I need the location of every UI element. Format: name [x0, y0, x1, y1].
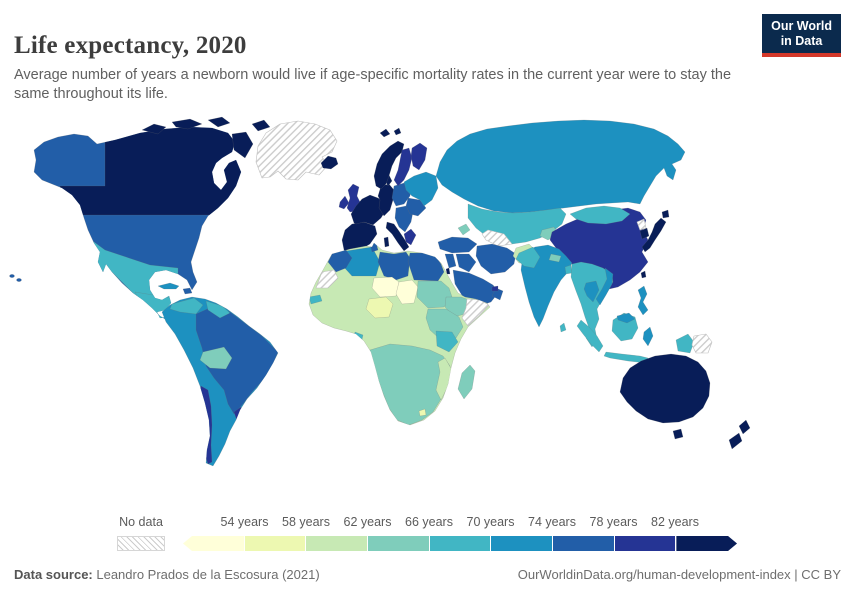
map-region-nepal[interactable] [548, 253, 562, 263]
map-region-japan[interactable] [641, 217, 667, 253]
map-region-nigeria[interactable] [365, 296, 394, 319]
map-region-sweden[interactable] [393, 147, 413, 187]
world-map [0, 105, 850, 505]
legend-segment[interactable] [491, 536, 554, 551]
map-region-ukraine[interactable] [403, 171, 439, 207]
map-region-madagascar[interactable] [457, 364, 476, 400]
map-region-bolivia[interactable] [199, 346, 233, 370]
map-region-papua-new-guinea[interactable] [691, 333, 713, 354]
map-region-libya[interactable] [377, 251, 411, 281]
map-region-tanzania[interactable] [435, 330, 459, 353]
map-region-niger[interactable] [371, 276, 400, 298]
legend-no-data-swatch[interactable] [117, 536, 165, 551]
map-region-philippines[interactable] [637, 285, 649, 316]
map-region-levant[interactable] [444, 253, 457, 269]
map-region-finland[interactable] [410, 142, 428, 171]
legend-no-data-label: No data [119, 515, 163, 529]
map-legend: No data 54 years 58 years 62 years 66 years… [0, 510, 850, 558]
map-region-egypt[interactable] [407, 252, 445, 282]
map-region-hawaii[interactable] [16, 278, 22, 282]
map-region-australia[interactable] [619, 353, 711, 424]
map-region-sulawesi[interactable] [642, 326, 654, 347]
map-region-tasmania[interactable] [672, 428, 684, 440]
map-region-russia[interactable] [435, 119, 686, 214]
map-region-north-korea[interactable] [636, 218, 647, 231]
map-region-lesotho[interactable] [418, 408, 427, 417]
footer-source-label: Data source: [14, 567, 93, 582]
map-region-new-zealand[interactable] [728, 432, 743, 450]
map-region-sumatra[interactable] [576, 319, 604, 353]
map-region-vietnam[interactable] [595, 267, 614, 306]
map-region-uae[interactable] [491, 285, 499, 292]
owid-logo-line2: in Data [780, 33, 823, 48]
map-region-hawaii[interactable] [9, 274, 15, 278]
map-region-taiwan[interactable] [640, 270, 647, 279]
legend-segment[interactable] [429, 536, 492, 551]
legend-tick-label: 70 years [466, 515, 515, 529]
map-region-israel[interactable] [445, 267, 451, 275]
map-region-iraq[interactable] [455, 253, 477, 273]
legend-segment[interactable] [368, 536, 430, 551]
map-region-papua-indonesia[interactable] [675, 333, 695, 354]
legend-tick-label: 58 years [282, 515, 330, 529]
owid-logo-line1: Our World [771, 19, 832, 33]
map-region-ellesmere[interactable] [251, 119, 271, 132]
map-region-svalbard[interactable] [379, 128, 391, 138]
map-region-svalbard[interactable] [393, 127, 402, 136]
chart-subtitle: Average number of years a newborn would … [14, 66, 732, 102]
map-region-turkey[interactable] [437, 236, 478, 254]
map-region-italy[interactable] [385, 221, 410, 252]
legend-tick-label: 74 years [528, 515, 576, 529]
map-region-baffin-island[interactable] [231, 131, 254, 159]
map-region-greenland[interactable] [255, 120, 338, 181]
map-region-mongolia[interactable] [569, 205, 631, 225]
map-region-canada-islands[interactable] [141, 123, 167, 135]
map-region-sri-lanka[interactable] [559, 322, 567, 333]
legend-tick-label: 62 years [343, 515, 392, 529]
map-region-new-zealand[interactable] [738, 419, 751, 435]
chart-title: Life expectancy, 2020 [14, 31, 247, 59]
map-region-iceland[interactable] [320, 155, 339, 170]
map-region-western-sahara[interactable] [315, 269, 339, 289]
map-region-ireland[interactable] [338, 195, 350, 210]
map-region-senegal[interactable] [309, 294, 323, 305]
legend-tick-label: 78 years [589, 515, 638, 529]
footer-source-text: Leandro Prados de la Escosura (2021) [92, 567, 320, 582]
footer-source: Data source: Leandro Prados de la Escosu… [14, 567, 320, 582]
map-region-hokkaido[interactable] [661, 209, 670, 219]
legend-color-bar [183, 536, 737, 551]
legend-segment[interactable] [614, 536, 677, 551]
legend-segment[interactable] [244, 536, 307, 551]
map-region-greece[interactable] [403, 228, 417, 246]
map-region-norway[interactable] [373, 140, 405, 190]
map-region-sardinia[interactable] [383, 236, 390, 248]
map-region-pakistan[interactable] [515, 246, 541, 269]
map-region-caucasus[interactable] [457, 223, 471, 236]
map-region-canada-islands[interactable] [207, 116, 231, 128]
map-region-malaysia-borneo[interactable] [616, 312, 636, 324]
owid-logo[interactable]: Our World in Data [762, 14, 841, 57]
legend-segment[interactable] [183, 536, 245, 551]
legend-tick-label: 82 years [651, 515, 699, 529]
map-region-canada-islands[interactable] [171, 118, 203, 130]
footer-link[interactable]: OurWorldinData.org/human-development-ind… [517, 567, 841, 582]
map-region-thailand[interactable] [583, 280, 600, 303]
map-region-chad[interactable] [395, 279, 419, 305]
map-region-east-africa[interactable] [425, 308, 464, 342]
map-region-hispaniola[interactable] [182, 287, 193, 295]
legend-segment[interactable] [306, 536, 369, 551]
map-region-venezuela[interactable] [169, 297, 204, 315]
legend-segment[interactable] [676, 536, 737, 551]
legend-tick-label: 66 years [405, 515, 453, 529]
legend-segment[interactable] [553, 536, 615, 551]
map-region-iran[interactable] [475, 243, 517, 275]
map-region-south-korea[interactable] [639, 227, 650, 240]
map-region-se-asia[interactable] [570, 261, 614, 348]
map-region-guyanas[interactable] [205, 300, 231, 319]
legend-tick-label: 54 years [220, 515, 269, 529]
map-region-cuba[interactable] [157, 282, 180, 290]
